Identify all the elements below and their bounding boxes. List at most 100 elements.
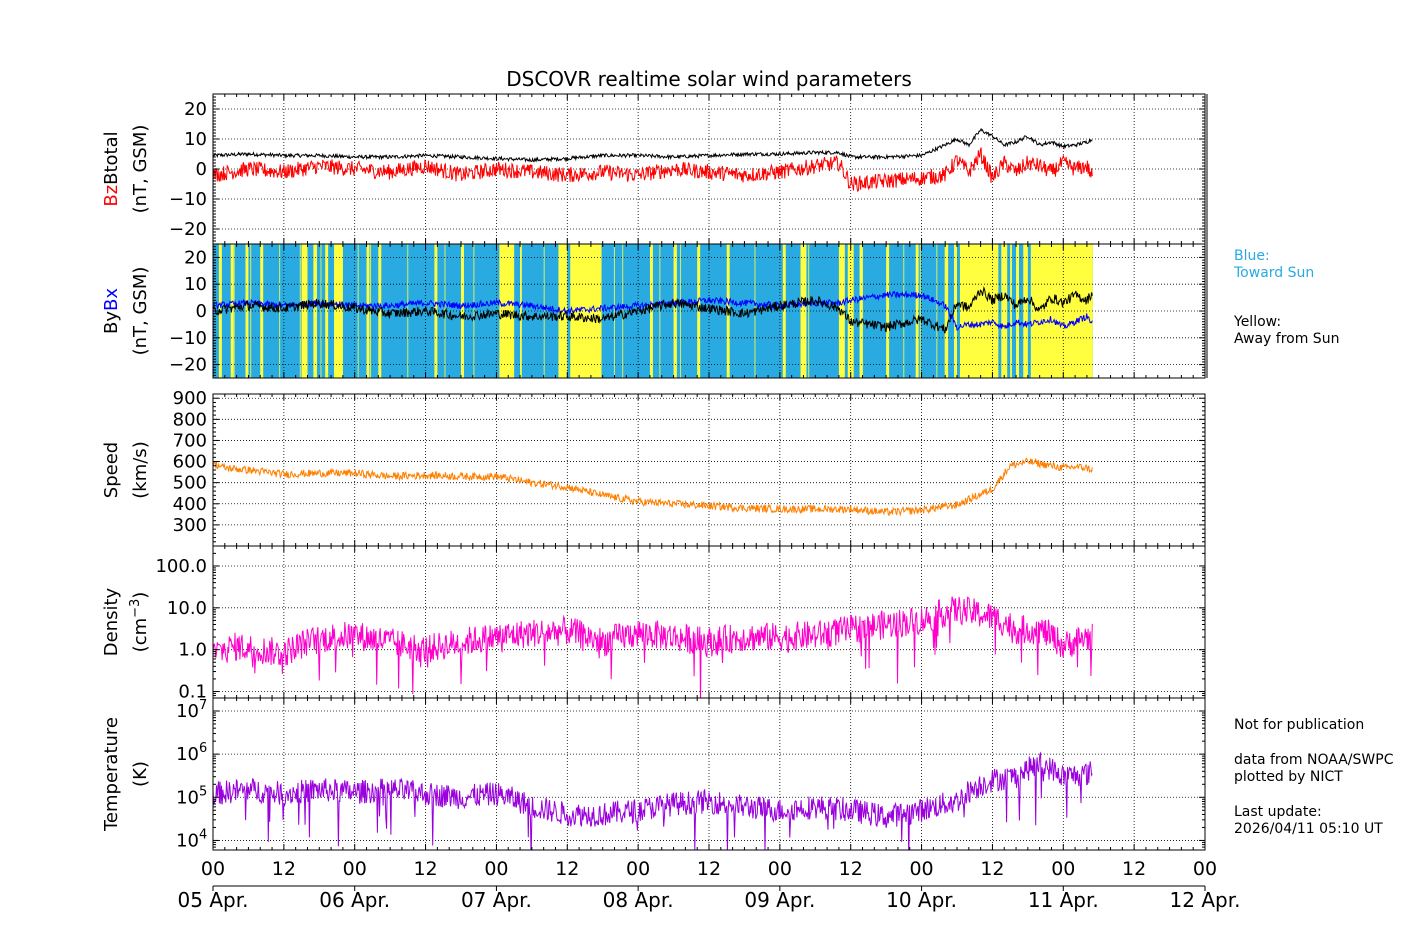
date-label: 12 Apr. <box>1170 888 1241 912</box>
hour-tick-label: 12 <box>697 858 721 880</box>
y-tick-label: 10 <box>176 787 199 808</box>
hour-tick-label: 00 <box>201 858 225 880</box>
y-tick-label: 0 <box>196 301 207 322</box>
hour-tick-label: 12 <box>555 858 579 880</box>
away-sector-band <box>378 244 382 378</box>
hour-tick-label: 12 <box>272 858 296 880</box>
series-bz <box>213 147 1093 193</box>
away-sector-stripe <box>1064 244 1066 378</box>
y-tick-label: 300 <box>173 515 207 536</box>
time-axis: 00 12 00 12 00 12 00 12 00 12 00 12 00 12 00 05 Apr. 06 … <box>178 858 1241 912</box>
y-tick-label: 10 <box>184 129 207 150</box>
y-tick-label: 10.0 <box>167 598 207 619</box>
hour-tick-label: 00 <box>343 858 367 880</box>
not-for-publication-note: Not for publication <box>1234 717 1365 733</box>
away-sector-stripe <box>808 244 810 378</box>
y-axis-label: Speed <box>101 442 122 498</box>
away-sector-band <box>1001 244 1008 378</box>
series-by <box>213 286 1093 334</box>
y-tick-label: 0.1 <box>178 682 207 703</box>
y-axis-label: ByBx <box>101 288 122 334</box>
y-unit-close: ) <box>130 592 151 599</box>
away-sector-stripe <box>613 244 615 378</box>
y-tick-exponent: 5 <box>199 784 207 799</box>
away-sector-band <box>520 244 522 378</box>
y-tick-label: −10 <box>169 189 207 210</box>
y-axis-unit-label: (nT, GSM) <box>130 125 151 214</box>
y-tick-label: 20 <box>184 99 207 120</box>
last-update-note: Last update: 2026/04/11 05:10 UT <box>1234 804 1383 837</box>
y-tick-label: 100.0 <box>155 556 207 577</box>
away-sector-stripe <box>622 244 624 378</box>
y-tick-label: −20 <box>169 219 207 240</box>
away-sector-band <box>301 244 308 378</box>
away-sector-band <box>800 244 807 378</box>
y-unit-exponent: −3 <box>128 599 143 618</box>
away-sector-band <box>782 244 786 378</box>
y-tick-label: −20 <box>169 355 207 376</box>
hour-tick-label: 00 <box>1051 858 1075 880</box>
hour-tick-label: 00 <box>626 858 650 880</box>
date-label: 11 Apr. <box>1028 888 1099 912</box>
hour-tick-label: 00 <box>1193 858 1217 880</box>
panel-density: 100.0 10.0 1.0 0.1 Density (cm−3) <box>101 545 1206 703</box>
series-btotal <box>213 127 1093 163</box>
hour-tick-label: 12 <box>1122 858 1146 880</box>
panel-bxby: 20 10 0 −10 −20 ByBx (nT, GSM) <box>101 243 1208 379</box>
away-sector-band <box>954 244 957 378</box>
date-label: 07 Apr. <box>461 888 532 912</box>
hour-tick-label: 12 <box>839 858 863 880</box>
chart-title: DSCOVR realtime solar wind parameters <box>506 67 912 91</box>
y-tick-label: 500 <box>173 473 207 494</box>
date-label: 05 Apr. <box>178 888 249 912</box>
hour-tick-label: 00 <box>484 858 508 880</box>
y-tick-label: 10 <box>176 830 199 851</box>
away-sector-stripe <box>543 244 545 378</box>
panels-group: 20 10 0 −10 −20 BzBtotal (nT, GSM) 20 10 0 −10 −20 B… <box>101 93 1208 851</box>
date-label: 08 Apr. <box>603 888 674 912</box>
date-label: 09 Apr. <box>744 888 815 912</box>
away-sector-stripe <box>250 244 252 378</box>
away-sector-band <box>945 244 949 378</box>
y-tick-label: 10 <box>176 744 199 765</box>
away-sector-stripe <box>981 244 983 378</box>
series-speed <box>213 457 1093 517</box>
hour-tick-label: 12 <box>980 858 1004 880</box>
away-sector-stripe <box>461 244 462 378</box>
y-tick-exponent: 6 <box>199 741 207 756</box>
y-tick-label: 10 <box>176 701 199 722</box>
y-tick-label: −10 <box>169 328 207 349</box>
away-sector-stripe <box>659 244 661 378</box>
away-sector-stripe <box>1052 244 1054 378</box>
away-sector-stripe <box>675 244 677 378</box>
away-sector-band <box>1023 244 1028 378</box>
panel-mag: 20 10 0 −10 −20 BzBtotal (nT, GSM) <box>101 93 1208 245</box>
hour-tick-label: 12 <box>413 858 437 880</box>
y-label-part-1: Bz <box>101 185 122 207</box>
y-axis-unit-label: (cm−3) <box>128 592 151 653</box>
away-sector-stripe <box>1081 244 1082 378</box>
away-sector-band <box>230 244 234 378</box>
series-temperature <box>213 751 1093 850</box>
date-label: 06 Apr. <box>319 888 390 912</box>
y-tick-label: 0 <box>196 159 207 180</box>
away-sector-stripe <box>407 244 409 378</box>
y-axis-unit-label: (nT, GSM) <box>130 267 151 356</box>
hour-tick-label: 00 <box>768 858 792 880</box>
y-tick-label: 800 <box>173 409 207 430</box>
away-sector-stripe <box>473 244 475 378</box>
away-sector-band <box>886 244 890 378</box>
away-sector-band <box>334 244 343 378</box>
away-sector-band <box>915 244 919 378</box>
y-label-part-2: Bx <box>101 288 122 311</box>
away-sector-stripe <box>919 244 921 378</box>
y-tick-label: 900 <box>173 388 207 409</box>
y-label-part-1: By <box>101 311 122 334</box>
y-axis-label: Density <box>101 587 122 656</box>
away-sector-band <box>325 244 329 378</box>
y-unit-base: (cm <box>130 618 151 652</box>
y-tick-label: 20 <box>184 247 207 268</box>
